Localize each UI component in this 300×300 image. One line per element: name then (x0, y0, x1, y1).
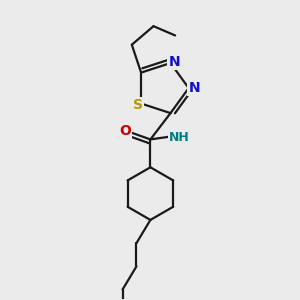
Text: N: N (188, 81, 200, 95)
Text: N: N (168, 55, 180, 68)
Text: NH: NH (169, 131, 189, 144)
Text: O: O (119, 124, 131, 138)
Text: S: S (133, 98, 143, 112)
